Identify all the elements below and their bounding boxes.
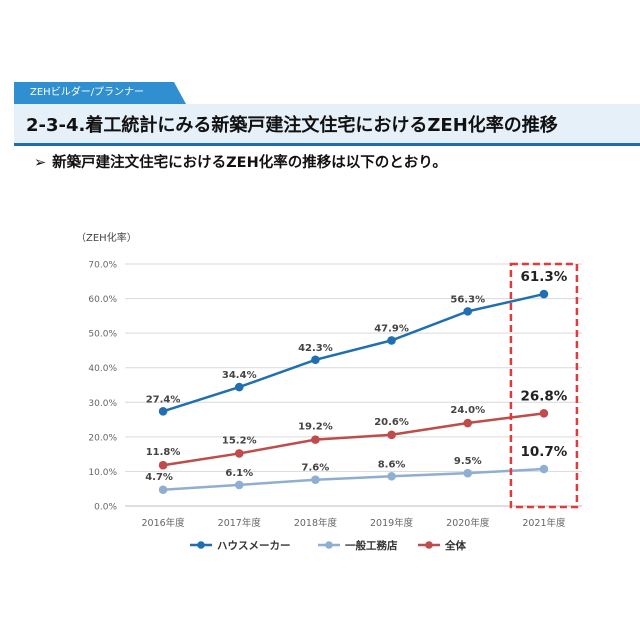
data-label: 27.4% [146, 394, 181, 405]
legend-marker [325, 541, 333, 549]
y-tick-label: 70.0% [88, 261, 117, 271]
data-label: 47.9% [374, 323, 409, 334]
data-point [311, 475, 320, 485]
x-tick-label: 2017年度 [218, 517, 262, 529]
y-tick-label: 30.0% [88, 399, 117, 409]
y-tick-label: 10.0% [88, 468, 117, 478]
legend-marker [197, 541, 205, 549]
data-label: 61.3% [520, 269, 567, 285]
data-label: 19.2% [298, 422, 333, 433]
data-label: 26.8% [520, 388, 567, 404]
data-point [539, 409, 549, 418]
legend-label: 全体 [444, 539, 466, 552]
data-label: 20.6% [374, 417, 409, 428]
x-tick-label: 2018年度 [294, 517, 338, 529]
title-band: 2-3-4.着工統計にみる新築戸建注文住宅におけるZEH化率の推移 [14, 104, 640, 146]
x-tick-label: 2021年度 [522, 517, 566, 529]
data-label: 24.0% [450, 405, 485, 416]
x-tick-label: 2016年度 [141, 517, 185, 529]
data-point [463, 307, 473, 316]
data-point [387, 336, 396, 345]
data-label: 34.4% [222, 370, 257, 381]
data-label: 11.8% [146, 447, 181, 458]
x-tick-label: 2019年度 [370, 517, 414, 529]
data-point [158, 485, 168, 495]
y-tick-label: 50.0% [88, 330, 117, 340]
data-label: 15.2% [222, 435, 257, 446]
legend-marker [425, 541, 433, 549]
data-point [158, 406, 168, 416]
legend-label: ハウスメーカー [217, 540, 291, 552]
data-point [463, 418, 473, 428]
data-label: 10.7% [520, 444, 567, 460]
section-tag: ZEHビルダー/プランナー [14, 82, 186, 104]
series-line [162, 412, 545, 467]
data-label: 7.6% [302, 463, 330, 474]
data-point [463, 468, 473, 478]
data-point [311, 355, 320, 365]
arrow-bullet-icon: ➢ [34, 155, 47, 171]
series-line [162, 292, 545, 413]
data-point [158, 460, 168, 470]
data-label: 56.3% [450, 294, 485, 305]
data-point [539, 289, 549, 299]
subtitle: ➢ 新築戸建注文住宅におけるZEH化率の推移は以下のとおり。 [34, 151, 447, 172]
highlight-box [509, 262, 579, 509]
y-axis-title: （ZEH化率） [76, 231, 137, 244]
data-point [387, 471, 396, 481]
y-tick-label: 40.0% [88, 364, 117, 374]
subtitle-text: 新築戸建注文住宅におけるZEH化率の推移は以下のとおり。 [52, 155, 447, 171]
data-point [234, 382, 244, 392]
y-tick-label: 60.0% [88, 295, 117, 305]
data-point [311, 435, 320, 444]
data-point [234, 449, 244, 458]
data-label: 42.3% [298, 343, 333, 354]
x-tick-label: 2020年度 [446, 517, 490, 529]
data-label: 9.5% [454, 456, 482, 467]
series-line [163, 467, 544, 491]
data-label: 8.6% [378, 459, 406, 470]
data-label: 6.1% [225, 468, 253, 479]
data-label: 4.7% [145, 472, 173, 483]
legend-label: 一般工務店 [345, 539, 398, 552]
data-point [234, 480, 244, 490]
y-tick-label: 20.0% [88, 433, 117, 443]
page-title: 2-3-4.着工統計にみる新築戸建注文住宅におけるZEH化率の推移 [26, 115, 558, 136]
data-point [387, 430, 396, 440]
y-tick-label: 0.0% [94, 503, 117, 513]
data-point [539, 464, 549, 474]
